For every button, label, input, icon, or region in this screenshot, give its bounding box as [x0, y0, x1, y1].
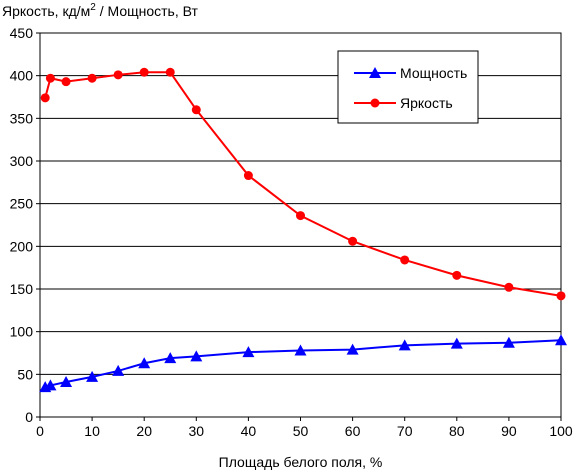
data-point-brightness [400, 255, 410, 265]
data-point-brightness [165, 67, 175, 77]
data-point-brightness [243, 171, 253, 181]
x-tick-label: 0 [36, 423, 44, 439]
data-point-power [450, 337, 463, 349]
data-point-power [60, 376, 73, 388]
data-point-power [294, 344, 307, 356]
x-axis-ticks: 0 10 20 30 40 50 60 70 80 90 100 [36, 417, 573, 439]
data-point-brightness [45, 73, 55, 83]
legend-label: Мощность [400, 65, 467, 81]
legend: Мощность Яркость [337, 50, 479, 124]
y-tick-label: 0 [25, 409, 33, 425]
legend-marker-circle [370, 98, 380, 108]
data-point-brightness [452, 270, 462, 280]
series-brightness [40, 67, 566, 301]
y-tick-label: 400 [10, 68, 34, 84]
series-layer [39, 67, 567, 393]
data-point-power [190, 350, 203, 362]
data-point-brightness [556, 291, 566, 301]
y-tick-label: 100 [10, 324, 34, 340]
y-axis-title-superscript: 2 [90, 2, 96, 13]
data-point-brightness [61, 77, 71, 87]
data-point-brightness [191, 105, 201, 115]
grid-lines [40, 32, 561, 418]
data-point-brightness [87, 73, 97, 83]
x-tick-label: 20 [136, 423, 152, 439]
data-point-power [164, 352, 177, 364]
data-point-brightness [296, 211, 305, 221]
y-axis-title: Яркость, кд/м2 / Мощность, Вт [2, 2, 198, 19]
y-tick-label: 150 [10, 281, 34, 297]
x-tick-label: 30 [189, 423, 205, 439]
y-tick-label: 350 [10, 110, 34, 126]
y-axis-title-rest: / Мощность, Вт [96, 3, 199, 19]
data-point-brightness [348, 236, 358, 246]
x-tick-label: 50 [293, 423, 309, 439]
x-tick-label: 10 [84, 423, 100, 439]
series-line-brightness [44, 71, 562, 297]
y-tick-label: 250 [10, 196, 34, 212]
data-point-brightness [504, 282, 514, 292]
legend-marker-triangle [369, 67, 381, 78]
y-tick-label: 300 [10, 153, 34, 169]
data-point-power [555, 334, 567, 346]
data-point-power [242, 346, 255, 358]
y-tick-label: 200 [10, 238, 34, 254]
data-point-power [44, 379, 57, 391]
data-point-power [112, 364, 125, 376]
x-tick-label: 70 [397, 423, 413, 439]
data-point-power [138, 357, 151, 369]
data-point-power [346, 343, 359, 355]
x-axis-title: Площадь белого поля, % [219, 454, 383, 470]
plot-frame [39, 32, 562, 418]
x-tick-label: 100 [549, 423, 573, 439]
y-tick-label: 450 [10, 25, 34, 41]
y-axis-ticks: 0 50 100 150 200 250 300 350 400 450 [10, 25, 40, 425]
legend-label: Яркость [400, 95, 453, 111]
x-tick-label: 40 [241, 423, 257, 439]
series-power [39, 334, 567, 393]
data-point-brightness [139, 67, 149, 77]
legend-box [337, 50, 479, 124]
data-point-power [86, 370, 99, 382]
x-tick-label: 90 [501, 423, 517, 439]
y-tick-label: 50 [17, 366, 33, 382]
data-point-brightness [113, 70, 123, 80]
data-point-power [502, 336, 515, 348]
data-point-brightness [40, 93, 50, 103]
legend-item-brightness: Яркость [354, 95, 453, 111]
legend-item-power: Мощность [354, 65, 467, 81]
data-point-power [398, 339, 411, 351]
series-line-power [44, 339, 562, 389]
x-tick-label: 60 [345, 423, 361, 439]
x-tick-label: 80 [449, 423, 465, 439]
y-axis-title-main: Яркость, кд/м [2, 3, 90, 19]
